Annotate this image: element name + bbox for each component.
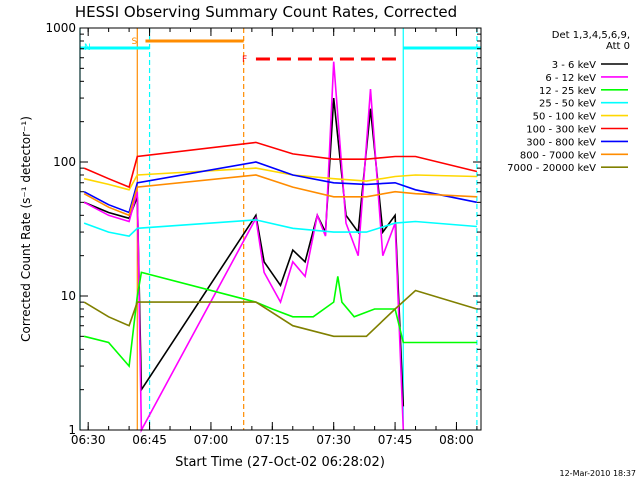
footer-date: 12-Mar-2010 18:37 [560,469,637,478]
series-line-12-25keV [83,271,477,368]
x-tick-label-1: 06:45 [132,433,167,447]
series-line-300-800keV [83,161,478,214]
x-tick-label-0: 06:30 [71,433,106,447]
y-tick-label-0: 1 [68,423,76,437]
axes: 06:30 06:45 07:00 07:15 07:30 07:45 08:00 1 10 10… [45,21,481,447]
y-axis-label: Corrected Count Rate (s⁻¹ detector⁻¹) [19,116,33,342]
flag-label-F: F [242,55,247,65]
legend-label-6: 300 - 800 keV [526,137,596,148]
legend-label-3: 25 - 50 keV [539,99,596,110]
legend-title-0: Det 1,3,4,5,6,9, [552,30,630,41]
legend-label-5: 100 - 300 keV [526,125,596,136]
series-line-100-300keV [83,141,478,189]
y-tick-label-3: 1000 [45,21,76,35]
chart-title: HESSI Observing Summary Count Rates, Cor… [75,3,457,21]
x-axis-label: Start Time (27-Oct-02 06:28:02) [175,455,385,470]
x-tick-label-2: 07:00 [194,433,229,447]
flag-label-N: N [84,43,91,53]
series-line-6-12keV [83,61,405,434]
legend-label-1: 6 - 12 keV [545,73,596,84]
series-line-7000-20000keV [83,289,478,338]
series-line-800-7000keV [83,174,477,217]
y-tick-label-1: 10 [61,289,76,303]
legend: Det 1,3,4,5,6,9,Att 0 3 - 6 keV 6 - 12 keV… [507,30,630,174]
legend-label-0: 3 - 6 keV [552,60,596,71]
legend-title-1: Att 0 [606,41,630,52]
legend-label-2: 12 - 25 keV [539,86,596,97]
x-tick-label-3: 07:15 [255,433,290,447]
x-tick-label-6: 08:00 [439,433,474,447]
plot-frame [79,27,482,431]
x-tick-label-5: 07:45 [378,433,413,447]
series-line-25-50keV [83,219,477,237]
flag-label-S: S [131,37,137,47]
x-tick-label-4: 07:30 [316,433,351,447]
legend-label-7: 800 - 7000 keV [520,150,596,161]
y-tick-label-2: 100 [53,155,76,169]
plot-area: S F N [79,28,481,434]
legend-label-4: 50 - 100 keV [533,112,597,123]
legend-label-8: 7000 - 20000 keV [507,163,596,174]
